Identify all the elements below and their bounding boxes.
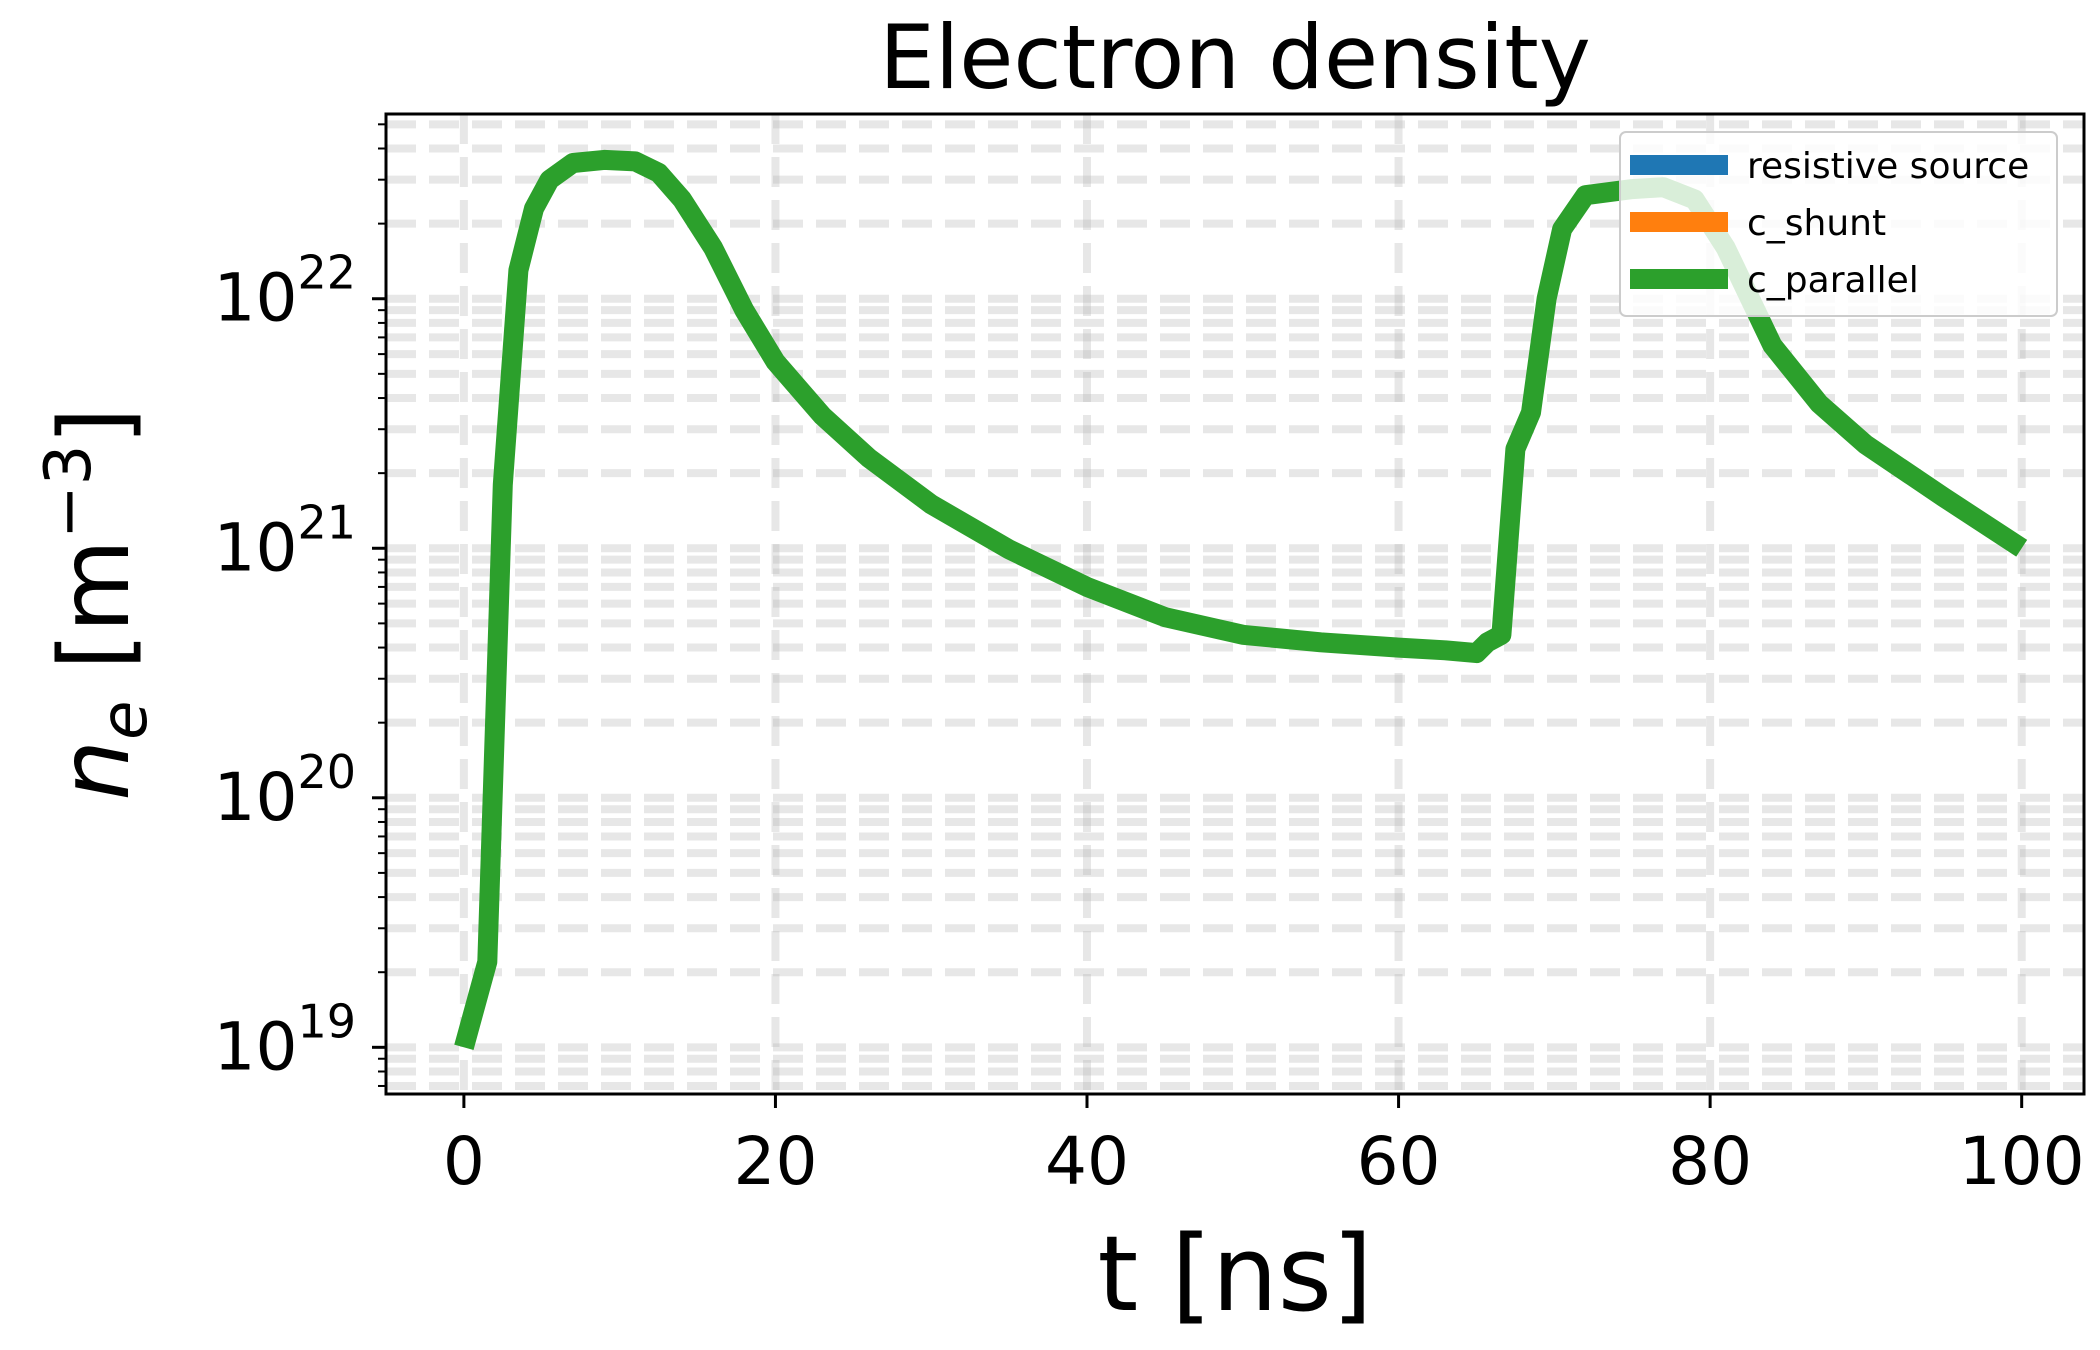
x-tick-label-1: 20 [733, 1123, 817, 1200]
legend-label-1: c_shunt [1747, 203, 1886, 244]
legend-box [1619, 131, 2058, 317]
y-tick-label-3: 1022 [213, 246, 356, 337]
x-axis-ticks: 0 20 40 60 80 100 [443, 1094, 2085, 1200]
x-tick-label-2: 40 [1045, 1123, 1129, 1200]
y-tick-label-2: 1021 [213, 495, 356, 586]
legend-label-2: c_parallel [1747, 260, 1919, 301]
x-tick-label-4: 80 [1668, 1123, 1752, 1200]
grid [386, 114, 2084, 1094]
y-tick-label-1: 1020 [213, 745, 356, 836]
legend: resistive source c_shunt c_parallel [1619, 131, 2058, 317]
x-tick-label-0: 0 [443, 1123, 485, 1200]
x-tick-label-3: 60 [1357, 1123, 1441, 1200]
y-tick-label-0: 1019 [213, 994, 356, 1085]
y-axis-label-subscript: e [88, 701, 162, 740]
chart-title: Electron density [879, 6, 1591, 109]
x-tick-label-5: 100 [1959, 1123, 2085, 1200]
y-axis-label-symbol: n [39, 740, 151, 801]
y-axis-label-unit-close: ] [39, 407, 151, 444]
y-axis-label-unit-open: [m [39, 539, 151, 700]
y-axis-label: ne [m−3] [32, 407, 162, 801]
y-axis-ticks: 1019 1020 1021 1022 [213, 123, 386, 1087]
y-axis-label-unit-exponent: −3 [32, 445, 106, 539]
x-axis-label: t [ns] [1097, 1213, 1372, 1335]
legend-label-0: resistive source [1747, 146, 2029, 187]
